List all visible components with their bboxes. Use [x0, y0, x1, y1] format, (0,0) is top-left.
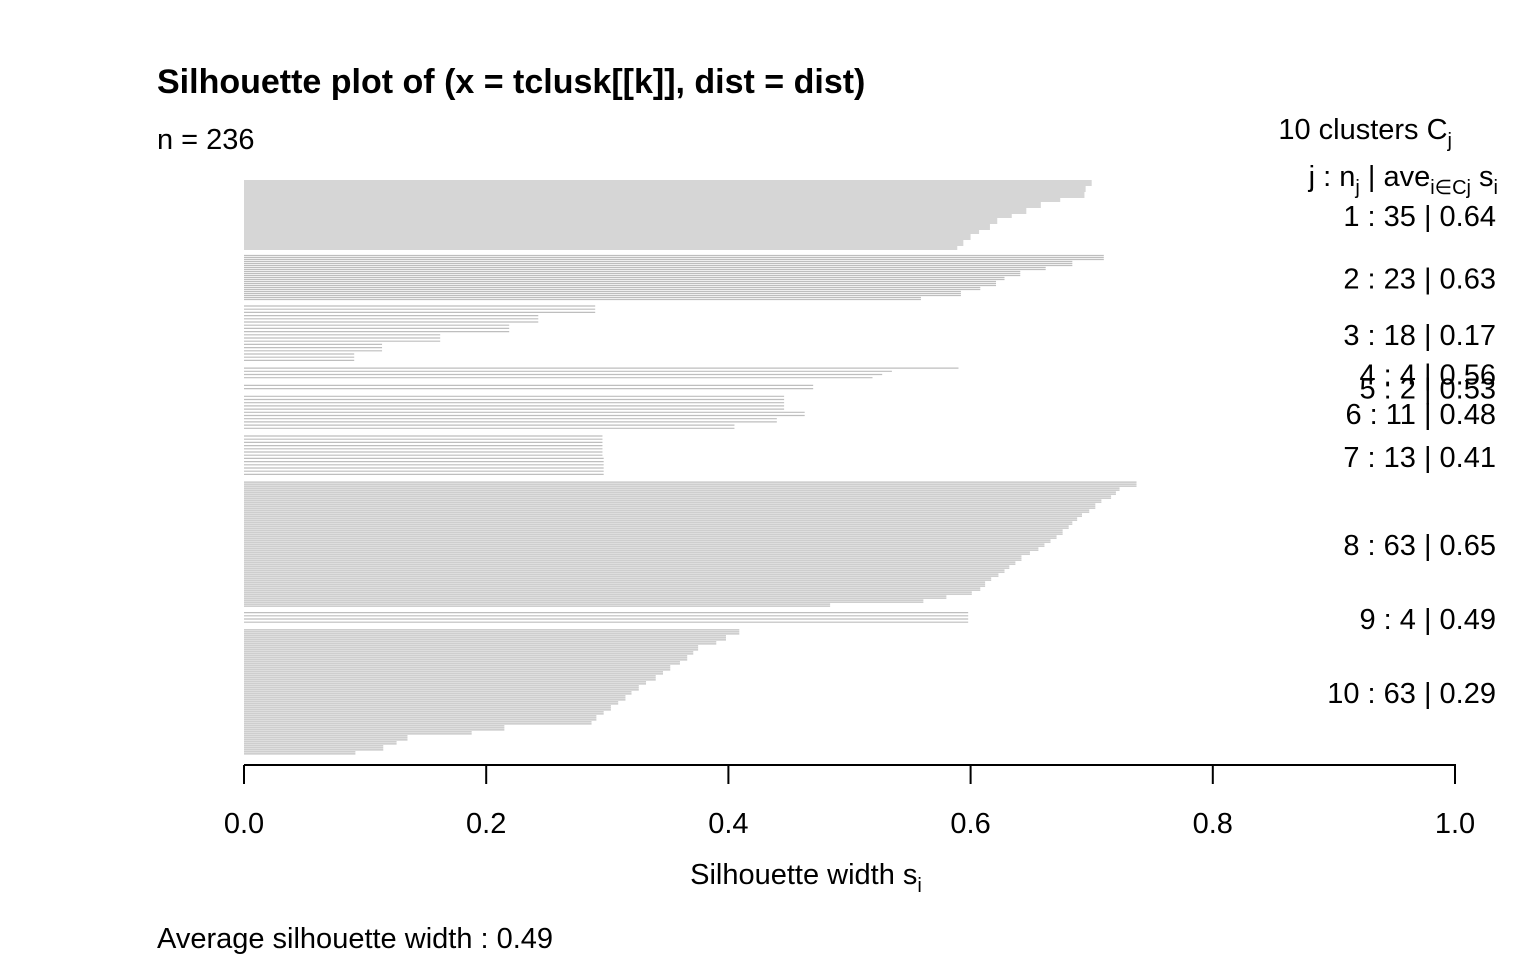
legend-colhead-s: s — [1471, 161, 1494, 193]
legend-colhead-j: j : n — [1308, 161, 1356, 193]
x-axis-label: Silhouette width si — [690, 859, 922, 897]
x-tick-label: 0.8 — [1193, 808, 1233, 840]
legend-column-header: j : nj | avei∈Cj si — [1308, 161, 1498, 199]
x-tick-label: 0.2 — [466, 808, 506, 840]
average-silhouette-width: Average silhouette width : 0.49 — [157, 923, 553, 955]
legend-row: 9 : 4 | 0.49 — [1359, 604, 1496, 636]
silhouette-bars — [244, 180, 1137, 755]
cluster-legend: 10 clusters Cj j : nj | avei∈Cj si 1 : 3… — [1278, 114, 1498, 710]
legend-row: 4 : 4 | 0.56 — [1359, 360, 1496, 392]
legend-row: 7 : 13 | 0.41 — [1343, 442, 1496, 474]
x-tick-label: 1.0 — [1435, 808, 1475, 840]
legend-colhead-sub3: i — [1494, 177, 1498, 199]
chart-subtitle: n = 236 — [157, 124, 255, 156]
legend-header: 10 clusters Cj — [1278, 114, 1452, 152]
x-axis-label-subscript: i — [917, 875, 921, 897]
legend-colhead-ave: | ave — [1360, 161, 1430, 193]
legend-colhead-sub1: j — [1354, 177, 1359, 199]
legend-row: 5 : 2 | 0.53 — [1359, 374, 1496, 406]
x-tick-label: 0.6 — [950, 808, 990, 840]
x-tick-label: 0.0 — [224, 808, 264, 840]
legend-header-subscript: j — [1447, 130, 1452, 152]
x-axis-label-space: s — [895, 859, 918, 891]
legend-colhead-sub2: i∈Cj — [1430, 177, 1471, 199]
legend-row: 6 : 11 | 0.48 — [1346, 399, 1497, 431]
legend-row: 2 : 23 | 0.63 — [1343, 264, 1496, 296]
x-axis-label-main: Silhouette width — [690, 859, 895, 891]
legend-rows: 1 : 35 | 0.64 2 : 23 | 0.63 3 : 18 | 0.17 4… — [1327, 201, 1496, 710]
x-tick-label: 0.4 — [708, 808, 748, 840]
legend-row: 8 : 63 | 0.65 — [1343, 530, 1496, 562]
legend-row: 10 : 63 | 0.29 — [1327, 678, 1496, 710]
x-axis: 0.0 0.2 0.4 0.6 0.8 1.0 — [224, 764, 1475, 840]
x-axis-ticks: 0.0 0.2 0.4 0.6 0.8 1.0 — [224, 765, 1475, 840]
chart-title: Silhouette plot of (x = tclusk[[k]], dis… — [157, 63, 865, 101]
legend-header-text: 10 clusters C — [1278, 114, 1447, 146]
legend-row: 3 : 18 | 0.17 — [1343, 320, 1496, 352]
legend-row: 1 : 35 | 0.64 — [1343, 201, 1496, 233]
